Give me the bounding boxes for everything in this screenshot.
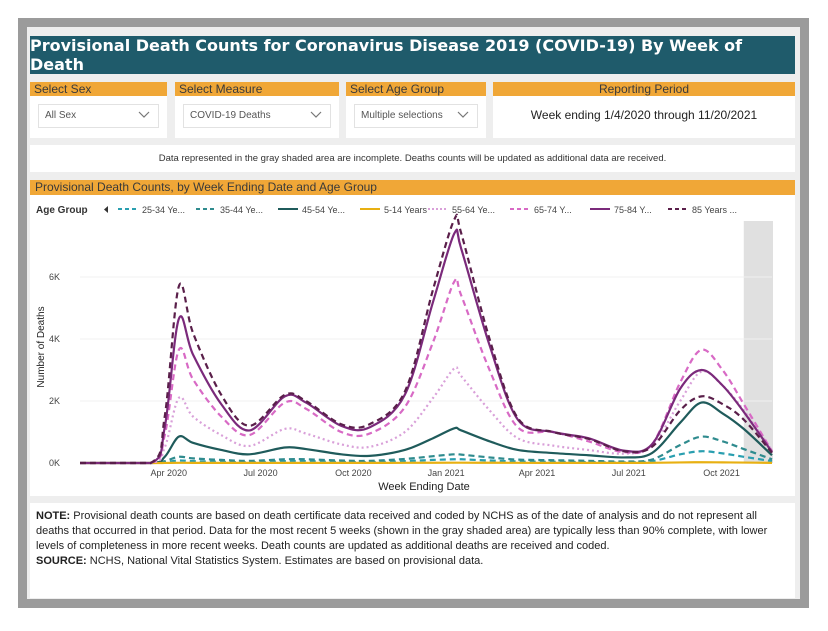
legend-label: 25-34 Ye... (142, 205, 185, 215)
legend-label: 75-84 Y... (614, 205, 652, 215)
chevron-down-icon (138, 111, 150, 118)
sex-dropdown-value: All Sex (45, 110, 77, 121)
legend-label: 85 Years ... (692, 205, 737, 215)
series-line (80, 401, 773, 465)
note-panel: NOTE: Provisional death counts are based… (30, 503, 795, 598)
legend-item[interactable]: 55-64 Ye... (428, 205, 495, 215)
sex-dropdown[interactable]: All Sex (38, 104, 159, 128)
sex-filter-label: Select Sex (30, 82, 167, 96)
chevron-down-icon (457, 111, 469, 118)
source-label: SOURCE: (36, 555, 87, 567)
x-tick-label: Jul 2021 (612, 468, 646, 478)
x-tick-label: Oct 2020 (335, 468, 372, 478)
y-tick-label: 2K (49, 396, 60, 406)
legend-item[interactable]: 35-44 Ye... (196, 205, 263, 215)
legend-item[interactable]: 25-34 Ye... (118, 205, 185, 215)
x-tick-label: Jan 2021 (428, 468, 465, 478)
note-label: NOTE: (36, 510, 71, 522)
x-axis-label: Week Ending Date (378, 481, 470, 493)
sex-filter: Select Sex All Sex (30, 82, 167, 138)
series-line (80, 450, 773, 465)
dashboard-title: Provisional Death Counts for Coronavirus… (30, 36, 795, 74)
y-tick-label: 0K (49, 458, 60, 468)
y-tick-label: 4K (49, 334, 60, 344)
series-line (80, 277, 773, 465)
legend-label: 35-44 Ye... (220, 205, 263, 215)
series-line (80, 366, 773, 465)
legend-label: 45-54 Ye... (302, 205, 345, 215)
legend-label: 5-14 Years (384, 205, 428, 215)
y-axis: 0K 2K 4K 6K (49, 272, 772, 468)
x-tick-label: Apr 2021 (519, 468, 556, 478)
legend-item[interactable]: 85 Years ... (668, 205, 737, 215)
chevron-down-icon (310, 111, 322, 118)
legend-item[interactable]: 45-54 Ye... (278, 205, 345, 215)
age-group-dropdown[interactable]: Multiple selections (354, 104, 478, 128)
reporting-period-label: Reporting Period (493, 82, 795, 96)
series-line (80, 435, 773, 465)
age-group-filter-label: Select Age Group (346, 82, 486, 96)
age-group-filter: Select Age Group Multiple selections (346, 82, 486, 138)
legend: Age Group 25-34 Ye... 35-44 Ye... 45-54 Ye.… (36, 205, 737, 216)
legend-item[interactable]: 75-84 Y... (590, 205, 652, 215)
x-tick-label: Jul 2020 (244, 468, 278, 478)
incomplete-data-shading (743, 221, 773, 463)
legend-item[interactable]: 65-74 Y... (510, 205, 572, 215)
legend-item[interactable]: 5-14 Years (360, 205, 428, 215)
legend-prev-icon[interactable] (104, 206, 108, 213)
legend-label: 55-64 Ye... (452, 205, 495, 215)
y-tick-label: 6K (49, 272, 60, 282)
measure-dropdown[interactable]: COVID-19 Deaths (183, 104, 331, 128)
chart-panel: Age Group 25-34 Ye... 35-44 Ye... 45-54 Ye.… (30, 195, 795, 496)
measure-dropdown-value: COVID-19 Deaths (190, 110, 271, 121)
reporting-period-panel: Reporting Period Week ending 1/4/2020 th… (493, 82, 795, 138)
x-tick-label: Apr 2020 (151, 468, 188, 478)
series-line (80, 213, 773, 465)
note-text: Provisional death counts are based on de… (36, 510, 768, 552)
age-group-dropdown-value: Multiple selections (361, 110, 443, 121)
source-text: NCHS, National Vital Statistics System. … (86, 555, 484, 567)
line-chart: Age Group 25-34 Ye... 35-44 Ye... 45-54 Ye.… (36, 205, 773, 493)
x-tick-label: Oct 2021 (703, 468, 740, 478)
y-axis-label: Number of Deaths (36, 306, 47, 387)
legend-label: 65-74 Y... (534, 205, 572, 215)
measure-filter: Select Measure COVID-19 Deaths (175, 82, 339, 138)
legend-title: Age Group (36, 205, 88, 216)
reporting-period-value: Week ending 1/4/2020 through 11/20/2021 (530, 108, 758, 122)
x-axis: Apr 2020 Jul 2020 Oct 2020 Jan 2021 Apr 2021… (151, 468, 740, 478)
measure-filter-label: Select Measure (175, 82, 339, 96)
incomplete-data-notice: Data represented in the gray shaded area… (30, 145, 795, 172)
incomplete-shade-rect (743, 221, 773, 463)
series-lines (80, 213, 773, 465)
series-line (80, 461, 773, 465)
series-line (80, 228, 773, 465)
chart-header: Provisional Death Counts, by Week Ending… (30, 180, 795, 195)
